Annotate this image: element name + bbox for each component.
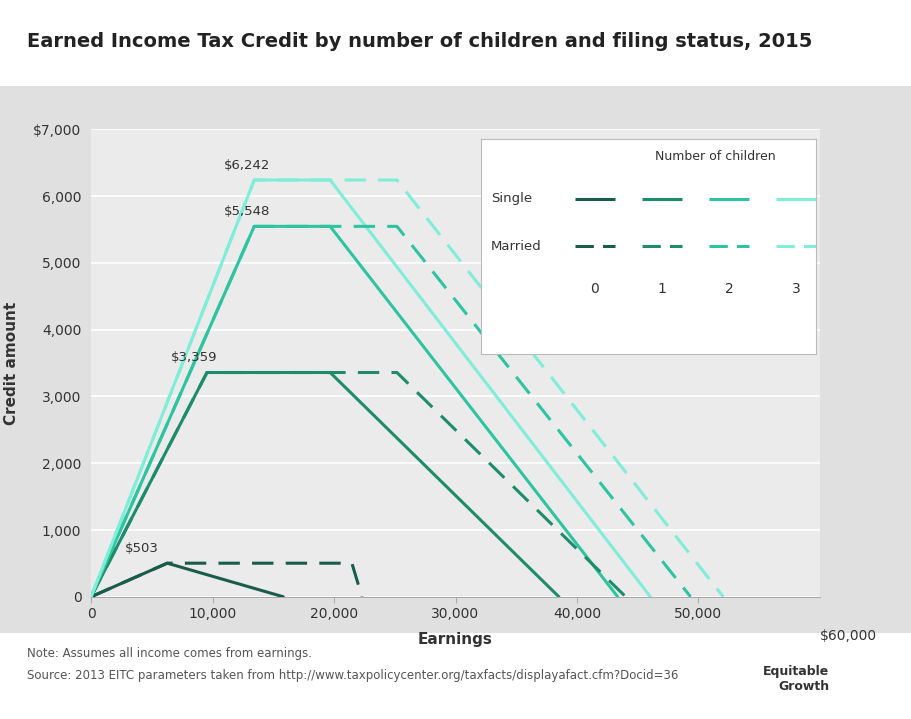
Text: Earned Income Tax Credit by number of children and filing status, 2015: Earned Income Tax Credit by number of ch… <box>27 32 813 51</box>
Text: $6,242: $6,242 <box>224 159 271 172</box>
Text: $60,000: $60,000 <box>820 630 877 644</box>
Text: Note: Assumes all income comes from earnings.: Note: Assumes all income comes from earn… <box>27 647 312 660</box>
X-axis label: Earnings: Earnings <box>418 632 493 647</box>
Text: Equitable
Growth: Equitable Growth <box>763 666 829 693</box>
Text: $5,548: $5,548 <box>224 206 271 219</box>
Text: Source: 2013 EITC parameters taken from http://www.taxpolicycenter.org/taxfacts/: Source: 2013 EITC parameters taken from … <box>27 669 679 682</box>
Y-axis label: Credit amount: Credit amount <box>5 301 19 425</box>
Text: $3,359: $3,359 <box>170 352 217 365</box>
Text: $503: $503 <box>125 542 159 555</box>
